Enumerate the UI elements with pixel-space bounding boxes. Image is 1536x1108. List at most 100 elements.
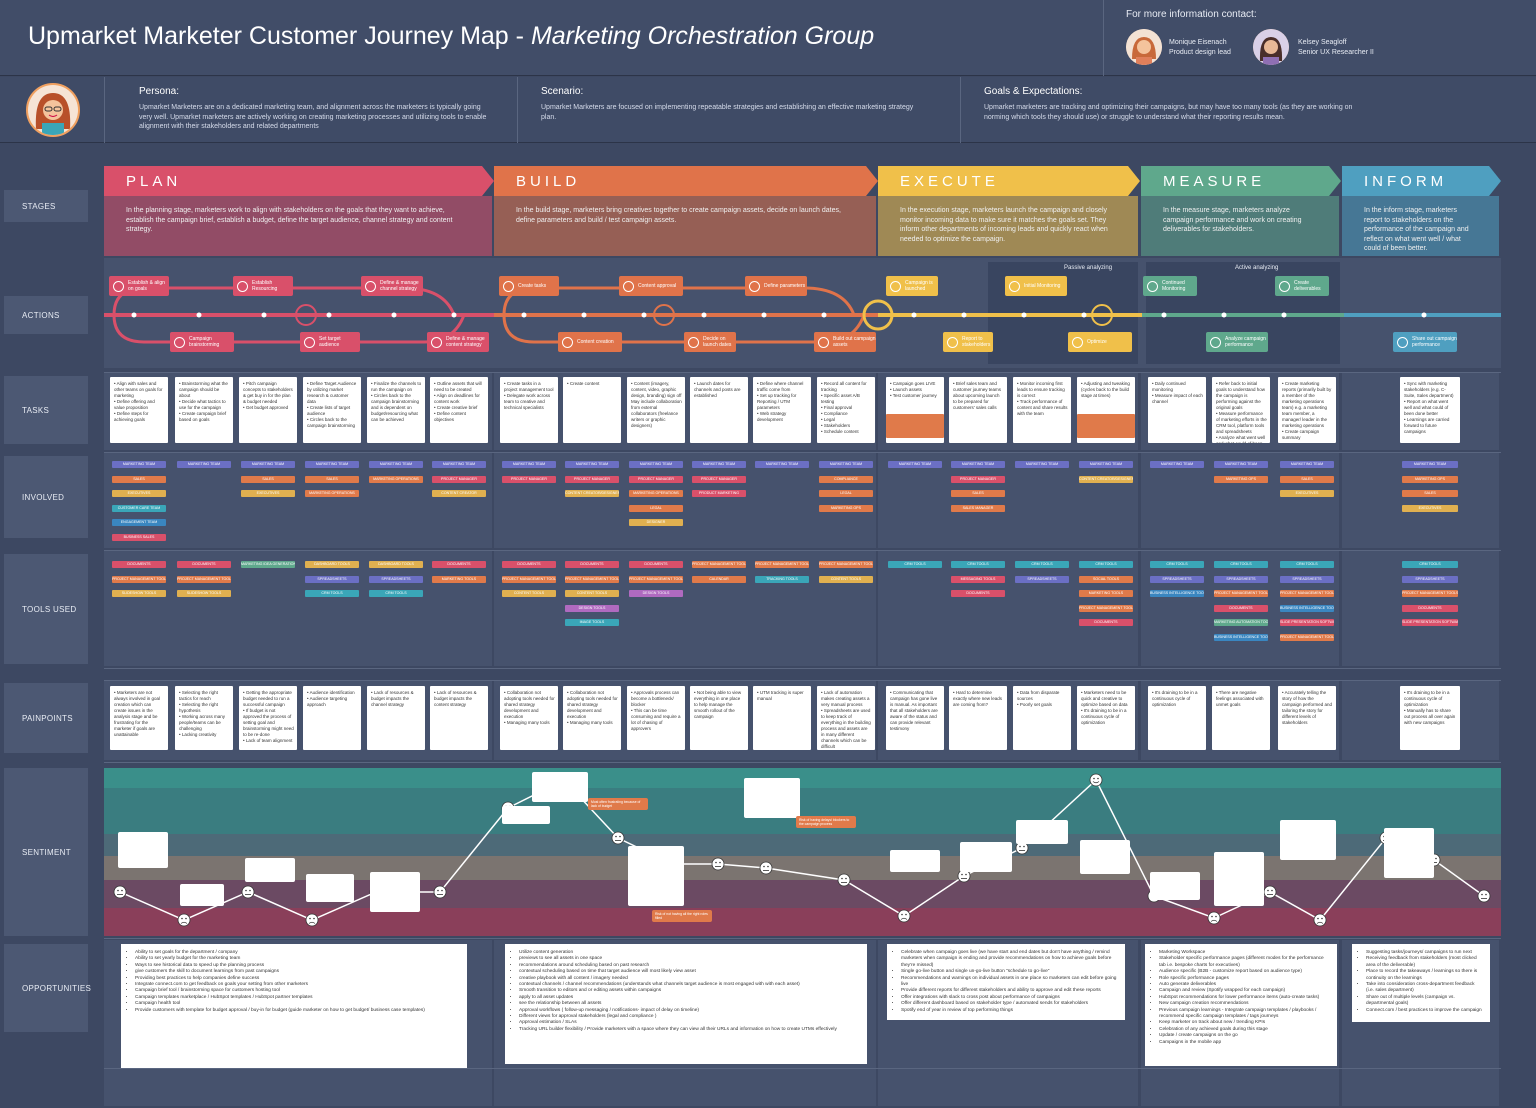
opportunity-item: Offer different dashboard based on stake… [901,1001,1117,1007]
painpoint-card: • There are negative feelings associated… [1212,686,1270,750]
involved-pill: MARKETING TEAM [502,461,556,468]
action-icon [947,336,958,348]
involved-pill: CUSTOMER CARE TEAM [112,504,166,512]
bottom-action-0[interactable]: Campaign brainstorming [170,332,234,352]
task-card: • Define where channel traffic come from… [753,377,811,443]
row-divider [104,372,1501,373]
involved-pill: MARKETING TEAM [369,461,423,468]
action-label: Define parameters [764,283,806,289]
painpoint-card: • Communicating that campaign has gone l… [886,686,944,750]
opportunity-item: Stakeholder specific performance pages (… [1159,956,1329,969]
opportunity-item: Take into consideration cross-department… [1366,982,1482,995]
action-label: Analyze campaign performance [1225,336,1266,348]
tool-pill: BUSINESS INTELLIGENCE TOOLS [1150,590,1204,597]
row-panel [494,452,876,548]
top-action-7[interactable]: Initial Monitoring [1005,276,1067,296]
contact-2: Kelsey Seagloff Senior UX Researcher II [1298,39,1374,56]
top-action-0[interactable]: Establish & align on goals [109,276,169,296]
row-label-4: TOOLS USED [4,554,88,664]
painpoint-card: • Marketers are not always involved in g… [110,686,168,750]
row-panel [1141,452,1339,548]
row-divider [104,938,1501,939]
opportunity-item: Tracking URL builder flexibility / Provi… [519,1027,859,1033]
painpoint-card: • Audience identification • Audience tar… [303,686,361,750]
opportunity-item: Audience specific (B2B - customize repor… [1159,969,1329,975]
bottom-action-8[interactable]: Analyze campaign performance [1206,332,1268,352]
top-action-1[interactable]: Establish Resourcing [233,276,293,296]
persona-avatar [26,83,80,137]
opportunity-item: Ability to set goals for the department … [135,950,459,956]
bottom-action-9[interactable]: Share out campaign performance [1393,332,1457,352]
involved-pill: EXECUTIVES [1402,504,1458,512]
involved-pill: MARKETING TEAM [432,461,486,468]
bottom-action-6[interactable]: Report to stakeholders [943,332,993,352]
page-title: Upmarket Marketer Customer Journey Map -… [28,22,875,50]
top-action-8[interactable]: Continued Monitoring [1143,276,1197,296]
active-label: Active analyzing [1235,265,1279,271]
bottom-action-2[interactable]: Define & manage content strategy [427,332,489,352]
top-action-6[interactable]: Campaign is launched [886,276,938,296]
bottom-action-7[interactable]: Optimize [1068,332,1132,352]
tool-pill: SPREADSHEETS [305,575,359,583]
opportunity-item: Previous campaign learnings - Integrate … [1159,1008,1329,1021]
stage-description: In the execution stage, marketers launch… [900,207,1108,243]
task-card: • Content (imagery, content, video, grap… [627,377,685,443]
row-panel [104,680,492,760]
involved-pill: PROJECT MANAGER [951,475,1005,483]
scenario-label: Scenario: [541,86,584,97]
top-action-3[interactable]: Create tasks [499,276,559,296]
tool-pill: SLIDE PRESENTATION SOFTWARE [1280,619,1334,626]
tool-pill: PROJECT MANAGEMENT TOOLS [502,575,556,583]
tool-pill: PROJECT MANAGEMENT TOOLS [629,575,683,583]
opportunity-item: Connect.com / best practices to improve … [1366,1008,1482,1014]
action-label: Establish & align on goals [128,280,165,292]
opportunity-item: Smooth transition to editors and or edit… [519,988,859,994]
tool-pill: DOCUMENTS [951,590,1005,597]
bottom-action-4[interactable]: Decide on launch dates [684,332,736,352]
involved-pill: MARKETING TEAM [1214,461,1268,468]
bottom-action-3[interactable]: Content creation [558,332,622,352]
painpoint-card: • Collaboration not adopting tools neede… [500,686,558,750]
opportunity-item: Role specific performance pages [1159,976,1329,982]
sentiment-quote [1214,852,1264,906]
top-action-4[interactable]: Content approval [619,276,683,296]
opportunity-item: Ability to set yearly budget for the mar… [135,956,459,962]
painpoint-card: • Getting the appropriate budget needed … [239,686,297,750]
bottom-action-5[interactable]: Build out campaign assets [814,332,876,352]
painpoint-card: • UTM tracking is super manual [753,686,811,750]
opportunity-item: Approval workflows ( follow-up messaging… [519,1008,859,1014]
task-card: • Finalize the channels to run the campa… [367,377,425,443]
action-label: Decide on launch dates [703,336,732,348]
involved-pill: EXECUTIVES [241,490,295,497]
involved-pill: CONTENT CREATOR/DESIGNER [565,490,619,497]
involved-pill: SALES [951,490,1005,497]
painpoint-card: • Lack of automation makes creating asse… [817,686,875,750]
sentiment-quote [1280,820,1336,860]
row-divider [104,680,1501,681]
opportunity-item: Marketing Workspace [1159,950,1329,956]
action-icon [562,336,573,348]
involved-pill: SALES [1280,475,1334,483]
opportunity-item: Different views for approval stakeholder… [519,1014,859,1020]
action-label: Set target audience [319,336,341,348]
tool-pill: SPREADSHEETS [1280,575,1334,583]
action-label: Continued Monitoring [1162,280,1186,292]
sentiment-quote [180,884,224,906]
bottom-action-1[interactable]: Set target audience [300,332,360,352]
warning-note [886,414,944,438]
tool-pill: PROJECT MANAGEMENT TOOLS [1280,633,1334,641]
opportunity-item: contextual scheduling based on time that… [519,969,859,975]
opportunity-item: Single go-live button and single un-go-l… [901,969,1117,975]
tool-pill: DASHBOARD TOOLS [369,561,423,568]
action-label: Create deliverables [1294,280,1321,292]
top-action-9[interactable]: Create deliverables [1275,276,1329,296]
top-action-2[interactable]: Define & manage channel strategy [361,276,423,296]
task-card: • Align with sales and other teams on go… [110,377,168,443]
top-action-5[interactable]: Define parameters [745,276,807,296]
tool-pill: DOCUMENTS [112,561,166,568]
opportunity-item: Update / create campaigns on the go [1159,1033,1329,1039]
goals-label: Goals & Expectations: [984,86,1083,97]
tool-pill: IMAGE TOOLS [565,619,619,626]
sentiment-quote [370,872,420,912]
involved-pill: ENGAGEMENT TEAM [112,519,166,526]
